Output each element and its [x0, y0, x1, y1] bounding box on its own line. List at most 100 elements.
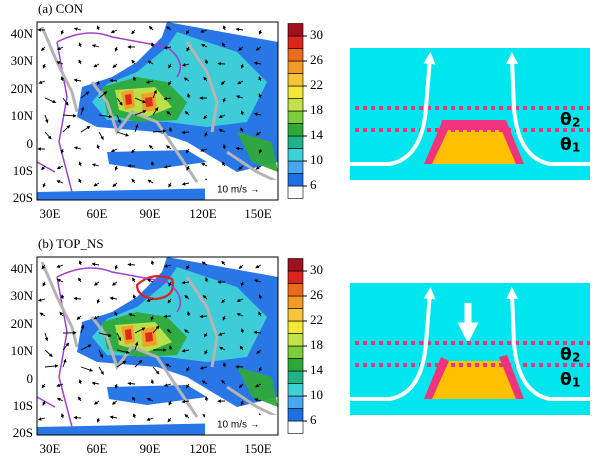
wind-vector [80, 324, 85, 334]
wind-vector [167, 298, 172, 304]
wind-vector [167, 417, 172, 423]
wind-vector [218, 129, 226, 133]
wind-vector [168, 345, 173, 351]
wind-vector [201, 380, 208, 385]
lat-label: 0 [27, 136, 34, 151]
wind-vector [91, 381, 100, 386]
wind-vector [44, 349, 53, 357]
wind-vector [147, 179, 154, 184]
wind-vector [163, 45, 172, 50]
wind-vector [184, 295, 190, 300]
wind-vector [186, 93, 191, 99]
wind-vector [62, 342, 70, 351]
wind-vector [239, 345, 244, 351]
lat-label: 10N [11, 108, 34, 123]
wind-vector [60, 413, 65, 419]
wind-vector [78, 59, 82, 65]
colorbar-box [287, 258, 304, 272]
wind-vector [204, 349, 208, 355]
lon-label: 30E [40, 441, 61, 456]
wind-vector [60, 29, 65, 35]
colorbar-box [287, 370, 304, 384]
schematic: θ 2θ 1 [350, 283, 590, 415]
lat-label: 30N [11, 288, 34, 303]
wind-vector [131, 29, 136, 35]
colorbar-box [287, 123, 304, 137]
wind-vector [253, 330, 262, 335]
colorbar-label: 18 [310, 102, 323, 117]
wind-vector [80, 366, 94, 372]
colorbar-box [287, 98, 304, 112]
wind-vector [41, 383, 46, 389]
wind-vector [152, 107, 159, 116]
wind-vector [240, 110, 245, 116]
wind-vector [80, 344, 92, 351]
wind-vector [255, 383, 262, 388]
wind-vector [37, 298, 46, 302]
wind-vector [93, 281, 100, 286]
wind-vector [98, 366, 104, 375]
wind-vector [201, 261, 208, 266]
wind-vector [80, 91, 90, 99]
wind-vector [203, 332, 208, 338]
wind-vector [56, 61, 64, 65]
wind-vector [255, 264, 262, 269]
colorbar-label: 6 [310, 412, 317, 427]
lon-label: 120E [189, 206, 217, 221]
map-frame [36, 21, 279, 201]
colorbar-box [287, 48, 304, 62]
wind-vector [134, 110, 147, 116]
wind-vector [150, 260, 155, 266]
colorbar-label: 26 [310, 52, 324, 67]
colorbar-label: 18 [310, 337, 323, 352]
wind-vector [186, 165, 190, 171]
wind-vector [148, 25, 154, 31]
wind-vector [44, 114, 49, 124]
wind-vector [38, 80, 46, 84]
wind-vector [240, 63, 245, 69]
wind-vector [78, 260, 83, 266]
map-field [37, 22, 278, 200]
wind-vector [222, 362, 227, 368]
wind-vector [93, 182, 100, 187]
wind-vector [256, 349, 262, 354]
wind-vector [200, 148, 208, 152]
lon-label: 150E [244, 441, 272, 456]
wind-vector [56, 397, 64, 402]
wind-vector [181, 280, 190, 285]
wind-vector [219, 346, 226, 351]
wind-vector [110, 148, 118, 153]
wind-vector [255, 46, 262, 51]
wind-vector [91, 44, 100, 48]
wind-vector [44, 332, 49, 342]
theta-symbol: θ [560, 110, 572, 130]
wind-vector [150, 42, 155, 48]
plateau [428, 361, 520, 399]
wind-vector [168, 281, 172, 287]
wind-vector [56, 279, 64, 283]
colorbar-box [287, 185, 304, 199]
wind-vector [184, 329, 190, 334]
colorbar-label: 26 [310, 287, 324, 302]
wind-vector [165, 363, 172, 368]
wind-vector [146, 398, 154, 402]
wind-vector [258, 148, 263, 154]
wind-vector [60, 294, 65, 300]
colorbar-box [287, 270, 304, 284]
wind-vector [204, 131, 208, 137]
wind-vector [114, 165, 119, 171]
wind-vector [199, 314, 208, 319]
plateau [428, 126, 520, 164]
wind-vector [109, 78, 118, 83]
wind-vector [148, 144, 154, 150]
wind-vector [42, 400, 46, 406]
wind-vector [80, 106, 85, 116]
lat-label: 20S [13, 190, 33, 205]
wind-vector [98, 91, 108, 99]
colorbar-label: 14 [310, 362, 324, 377]
wind-vector [186, 366, 190, 372]
wind-vector [116, 97, 123, 106]
wind-vector [166, 26, 172, 31]
wind-vector [134, 97, 147, 104]
colorbar-box [287, 395, 304, 409]
